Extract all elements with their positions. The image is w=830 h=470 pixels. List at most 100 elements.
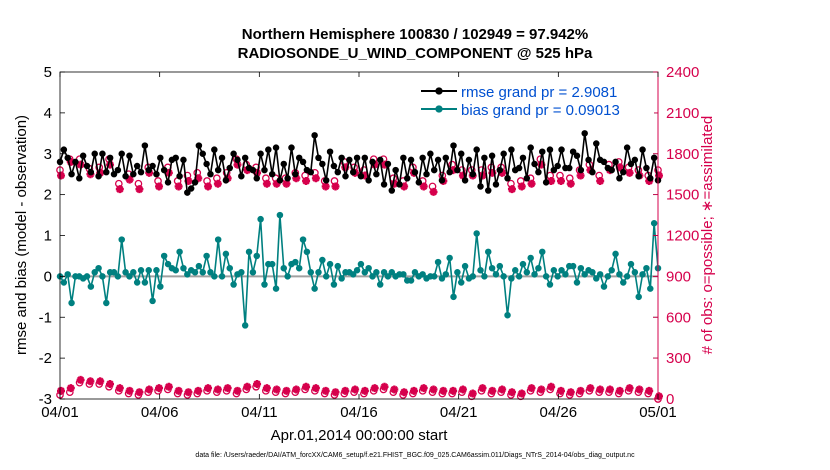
bias-point — [172, 266, 179, 274]
obs-assimilated-point-low — [174, 386, 183, 395]
obs-assimilated-point-low — [419, 384, 428, 393]
obs-assimilated-point-low — [400, 388, 409, 397]
x-tick-label: 04/26 — [540, 404, 578, 421]
obs-assimilated-point-low — [321, 386, 330, 395]
rmse-point — [484, 187, 492, 194]
bias-point — [639, 271, 646, 278]
obs-assimilated-point — [302, 177, 311, 185]
obs-assimilated-point — [282, 179, 291, 188]
rmse-point — [95, 172, 102, 180]
rmse-point — [326, 148, 334, 155]
obs-assimilated-point-low — [262, 384, 271, 393]
bias-point — [365, 264, 372, 272]
bias-point — [245, 248, 253, 256]
obs-assimilated-point — [213, 179, 222, 188]
rmse-point — [83, 162, 91, 170]
rmse-point — [160, 166, 168, 174]
bias-point — [253, 252, 261, 260]
bias-point — [596, 271, 604, 278]
rmse-point — [650, 154, 658, 162]
rmse-point — [403, 175, 411, 182]
rmse-point — [500, 150, 507, 157]
rmse-point — [79, 152, 87, 160]
bias-series-layer — [56, 211, 662, 329]
rmse-point — [577, 166, 585, 174]
bias-point — [130, 269, 137, 276]
rmse-point — [118, 150, 125, 157]
rmse-point — [114, 166, 122, 174]
rmse-point — [450, 142, 457, 149]
bias-point — [469, 273, 477, 280]
right-axis: 0 300 600 900 1200 1500 1800 2100 2400 — [653, 64, 699, 408]
y-tick-label-right: 0 — [666, 391, 674, 408]
bias-point — [373, 269, 380, 276]
obs-assimilated-point — [429, 187, 438, 196]
rmse-point — [477, 183, 484, 190]
bias-point — [180, 264, 187, 272]
obs-assimilated-point — [615, 163, 624, 172]
bias-point — [226, 264, 234, 272]
rmse-point — [180, 156, 187, 164]
rmse-point — [643, 164, 650, 172]
obs-assimilated-point-low — [498, 385, 507, 394]
rmse-point — [396, 181, 403, 188]
rmse-point — [600, 158, 608, 166]
bias-point — [361, 269, 369, 276]
rmse-point — [411, 168, 419, 176]
y-tick-label: -2 — [39, 350, 52, 367]
obs-assimilated-point-low — [458, 385, 467, 394]
rmse-point — [322, 177, 330, 184]
obs-assimilated-point — [311, 174, 320, 183]
x-axis-label: Apr.01,2014 00:00:00 start — [270, 427, 448, 444]
rmse-point — [137, 168, 145, 176]
y-tick-label-right: 2400 — [666, 64, 699, 81]
obs-assimilated-point-low — [66, 384, 75, 393]
rmse-point — [157, 154, 164, 162]
rmse-point — [481, 154, 488, 162]
obs-assimilated-point-low — [655, 392, 663, 401]
bias-point — [411, 269, 419, 276]
rmse-point — [72, 158, 79, 166]
bias-point — [218, 273, 226, 280]
bias-point — [95, 264, 102, 272]
y-axis-label-right: # of obs: o=possible; ∗=assimilated — [699, 116, 716, 355]
obs-assimilated-point-low — [302, 382, 311, 391]
bias-point — [650, 219, 658, 227]
bias-point — [64, 271, 71, 278]
obs-assimilated-point-low — [635, 385, 644, 394]
rmse-point — [546, 146, 554, 153]
rmse-point — [581, 130, 588, 137]
obs-assimilated-point — [498, 168, 507, 177]
bias-point — [149, 297, 156, 305]
bias-point — [122, 269, 129, 276]
obs-assimilated-point-low — [596, 385, 605, 394]
rmse-point — [573, 152, 581, 160]
bias-point — [369, 273, 376, 280]
bias-point — [164, 260, 172, 268]
obs-assimilated-point-low — [645, 386, 654, 395]
obs-assimilated-point-low — [625, 384, 634, 393]
obs-assimilated-point-low — [115, 384, 124, 393]
rmse-point — [257, 150, 264, 157]
y-axis-label: rmse and bias (model - observation) — [13, 115, 30, 355]
bias-point — [60, 279, 68, 286]
bias-point — [99, 273, 106, 280]
obs-assimilated-point-low — [341, 386, 350, 395]
obs-assimilated-point-low — [547, 382, 556, 391]
bias-point — [535, 264, 542, 272]
bias-point — [484, 248, 492, 256]
bias-point — [519, 260, 527, 268]
rmse-point — [357, 172, 365, 180]
obs-assimilated-point-low — [204, 384, 213, 393]
bias-point — [349, 271, 357, 278]
obs-assimilated-point-low — [282, 386, 291, 395]
obs-assimilated-point — [164, 168, 173, 177]
obs-assimilated-point — [321, 182, 330, 191]
rmse-point — [307, 168, 315, 176]
rmse-point — [99, 150, 106, 157]
obs-assimilated-point — [655, 171, 663, 180]
rmse-point — [461, 177, 469, 184]
obs-assimilated-point — [419, 182, 428, 191]
bias-point — [68, 299, 75, 307]
obs-assimilated-point — [625, 168, 634, 177]
